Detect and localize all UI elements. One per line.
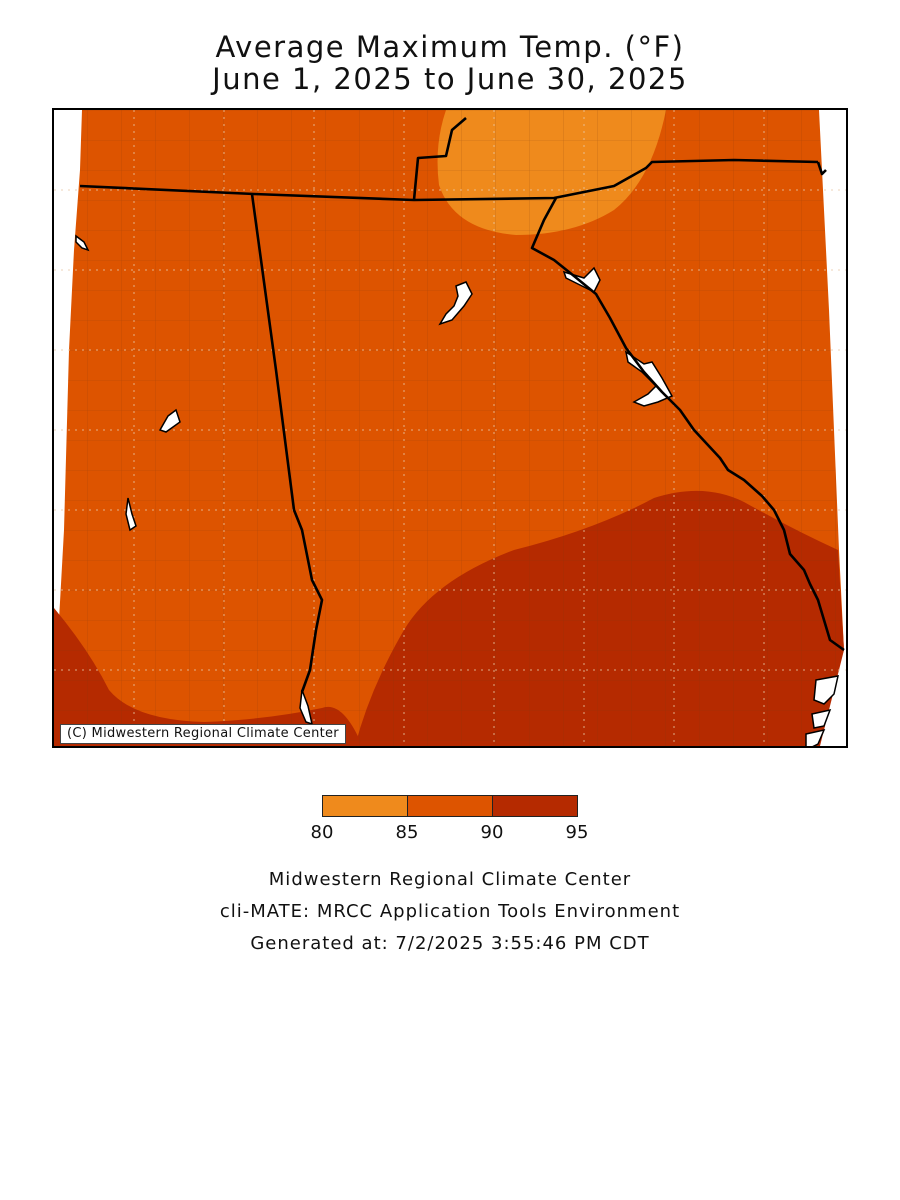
map-credit: (C) Midwestern Regional Climate Center [60, 724, 346, 744]
latlon-grid [54, 110, 846, 746]
footer-organization: Midwestern Regional Climate Center [268, 869, 632, 890]
legend-tick-95: 95 [565, 822, 589, 843]
map-title: Average Maximum Temp. (°F) [215, 30, 685, 64]
state-boundaries [79, 117, 845, 693]
legend-tick-80: 80 [310, 822, 334, 843]
temperature-map [54, 110, 846, 746]
color-legend [322, 795, 578, 817]
legend-tick-85: 85 [395, 822, 419, 843]
footer-application: cli-MATE: MRCC Application Tools Environ… [219, 901, 681, 922]
footer-generated: Generated at: 7/2/2025 3:55:46 PM CDT [250, 933, 650, 954]
legend-tick-90: 90 [480, 822, 504, 843]
legend-swatch-85-90 [408, 796, 493, 816]
map-date-range: June 1, 2025 to June 30, 2025 [212, 62, 688, 96]
legend-swatch-90-95 [493, 796, 577, 816]
legend-swatch-80-85 [323, 796, 408, 816]
map-panel: (C) Midwestern Regional Climate Center [52, 108, 848, 748]
county-boundaries [54, 110, 844, 746]
